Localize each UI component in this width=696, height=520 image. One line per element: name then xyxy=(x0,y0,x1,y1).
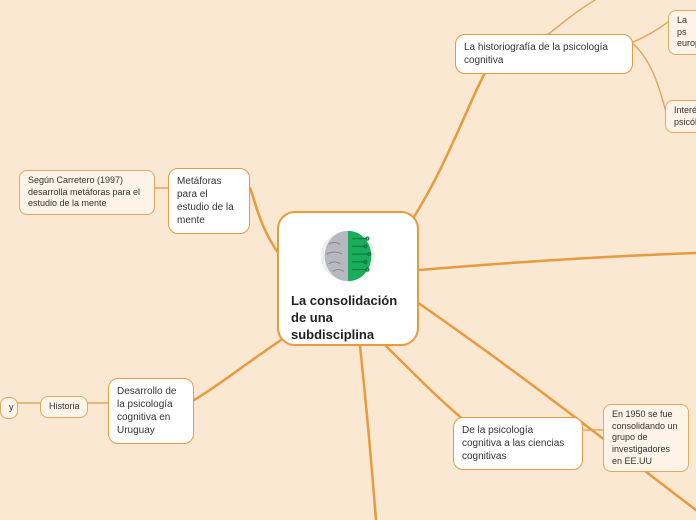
brain-icon xyxy=(317,225,379,287)
edge xyxy=(548,0,595,34)
edge xyxy=(419,253,696,270)
node-ciencias-cog[interactable]: De la psicología cognitiva a las ciencia… xyxy=(453,417,583,470)
edge xyxy=(380,340,470,425)
edge xyxy=(633,22,668,42)
center-node[interactable]: La consolidación de una subdisciplina xyxy=(277,211,419,346)
edge xyxy=(633,44,666,112)
node-y-clip[interactable]: y xyxy=(0,397,18,419)
edge xyxy=(360,346,376,520)
node-carretero[interactable]: Según Carretero (1997) desarrolla metáfo… xyxy=(19,170,155,215)
node-historia[interactable]: Historia xyxy=(40,396,88,418)
edge xyxy=(194,330,296,400)
node-metaforas[interactable]: Metáforas para el estudio de la mente xyxy=(168,168,250,234)
center-title: La consolidación de una subdisciplina xyxy=(291,293,405,344)
node-eeuu-1950[interactable]: En 1950 se fue consolidando un grupo de … xyxy=(603,404,689,472)
node-historiografia[interactable]: La historiografía de la psicología cogni… xyxy=(455,34,633,74)
node-psico-europ[interactable]: La pseurop xyxy=(668,10,696,55)
node-desarrollo-uy[interactable]: Desarrollo de la psicología cognitiva en… xyxy=(108,378,194,444)
node-interes[interactable]: Interépsicól xyxy=(665,100,696,133)
